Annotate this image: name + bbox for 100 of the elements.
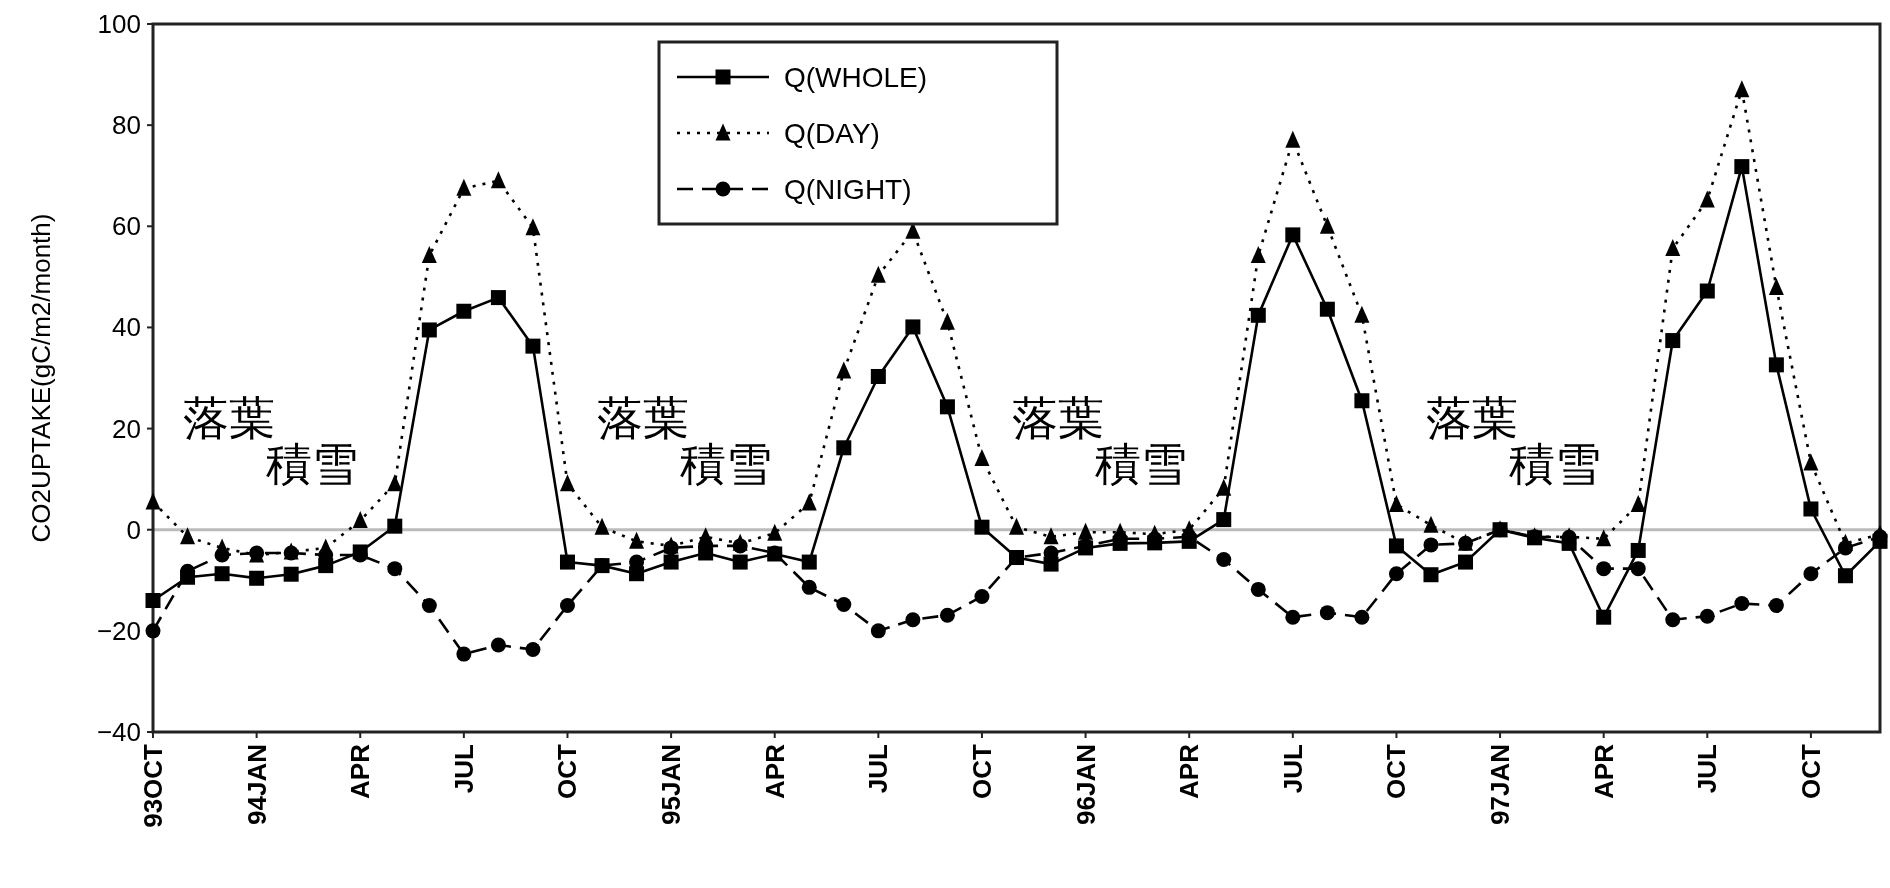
point bbox=[1285, 609, 1301, 625]
x-tick-label: OCT bbox=[1381, 743, 1412, 799]
point bbox=[1768, 598, 1784, 614]
point bbox=[663, 554, 679, 570]
x-tick-label: APR bbox=[1174, 743, 1205, 799]
point bbox=[145, 593, 161, 609]
legend-label: Q(NIGHT) bbox=[784, 174, 912, 205]
point bbox=[870, 368, 886, 384]
point bbox=[1803, 566, 1819, 582]
x-tick-label: 97JAN bbox=[1485, 744, 1516, 825]
point bbox=[490, 171, 506, 189]
y-tick-label: −40 bbox=[96, 717, 141, 747]
point bbox=[1354, 609, 1370, 625]
point bbox=[594, 517, 610, 535]
point bbox=[1630, 494, 1646, 512]
point bbox=[525, 338, 541, 354]
point bbox=[1734, 596, 1750, 612]
point bbox=[836, 361, 852, 379]
point bbox=[180, 527, 196, 545]
point bbox=[421, 322, 437, 338]
point bbox=[1319, 216, 1335, 234]
point bbox=[559, 598, 575, 614]
point bbox=[974, 519, 990, 535]
point bbox=[1423, 567, 1439, 583]
y-axis-title: CO2UPTAKE(gC/m2/month) bbox=[26, 213, 56, 543]
point bbox=[663, 540, 679, 556]
point bbox=[939, 312, 955, 330]
y-tick-label: 40 bbox=[112, 312, 141, 343]
y-tick-label: 80 bbox=[112, 110, 141, 141]
point bbox=[490, 290, 506, 306]
point bbox=[1250, 581, 1266, 597]
point bbox=[1837, 540, 1853, 556]
x-tick-label: 94JAN bbox=[241, 744, 272, 825]
point bbox=[559, 474, 575, 492]
legend-label: Q(WHOLE) bbox=[784, 62, 928, 93]
point bbox=[1043, 527, 1059, 545]
point bbox=[421, 598, 437, 614]
point bbox=[836, 440, 852, 456]
point bbox=[767, 523, 783, 541]
x-tick-label: JUL bbox=[1692, 743, 1723, 794]
point bbox=[1319, 301, 1335, 317]
point bbox=[145, 492, 161, 510]
point bbox=[1285, 130, 1301, 148]
point bbox=[1699, 608, 1715, 624]
point bbox=[1630, 561, 1646, 577]
point bbox=[559, 554, 575, 570]
point bbox=[1354, 393, 1370, 409]
x-tick-label: APR bbox=[759, 743, 790, 799]
point bbox=[1596, 529, 1612, 547]
point bbox=[1250, 307, 1266, 323]
point bbox=[1699, 283, 1715, 299]
point bbox=[214, 566, 230, 582]
point bbox=[1803, 453, 1819, 471]
y-tick-label: 20 bbox=[112, 413, 141, 444]
point bbox=[732, 554, 748, 570]
point bbox=[1216, 478, 1232, 496]
point bbox=[1768, 277, 1784, 295]
point bbox=[1354, 305, 1370, 323]
point bbox=[1216, 552, 1232, 568]
point bbox=[1458, 554, 1474, 570]
point bbox=[1596, 561, 1612, 577]
point bbox=[1596, 609, 1612, 625]
point bbox=[456, 303, 472, 319]
point bbox=[905, 319, 921, 335]
point bbox=[629, 531, 645, 549]
point bbox=[974, 588, 990, 604]
point bbox=[421, 246, 437, 264]
point bbox=[1734, 159, 1750, 175]
point bbox=[1423, 515, 1439, 533]
point bbox=[214, 547, 230, 563]
point bbox=[1699, 190, 1715, 208]
point bbox=[1250, 246, 1266, 264]
point bbox=[1665, 333, 1681, 349]
x-tick-label: OCT bbox=[1795, 743, 1826, 799]
y-tick-label: 60 bbox=[112, 211, 141, 242]
x-tick-label: JUL bbox=[1277, 743, 1308, 794]
point bbox=[801, 493, 817, 511]
point bbox=[1285, 227, 1301, 243]
x-tick-label: OCT bbox=[966, 743, 997, 799]
x-tick-label: 96JAN bbox=[1070, 744, 1101, 825]
point bbox=[870, 623, 886, 639]
point bbox=[1388, 566, 1404, 582]
x-tick-label: 95JAN bbox=[656, 744, 687, 825]
point bbox=[974, 448, 990, 466]
point bbox=[1388, 538, 1404, 554]
point bbox=[525, 642, 541, 658]
x-tick-label: JUL bbox=[863, 743, 894, 794]
point bbox=[490, 637, 506, 653]
point bbox=[1630, 542, 1646, 558]
point bbox=[801, 579, 817, 595]
point bbox=[387, 561, 403, 577]
point bbox=[939, 399, 955, 415]
point bbox=[525, 218, 541, 236]
point bbox=[1009, 517, 1024, 535]
point bbox=[387, 474, 403, 492]
point bbox=[145, 623, 161, 639]
x-tick-label: OCT bbox=[552, 743, 583, 799]
point bbox=[387, 518, 403, 534]
point bbox=[801, 554, 817, 570]
point bbox=[1216, 512, 1232, 528]
